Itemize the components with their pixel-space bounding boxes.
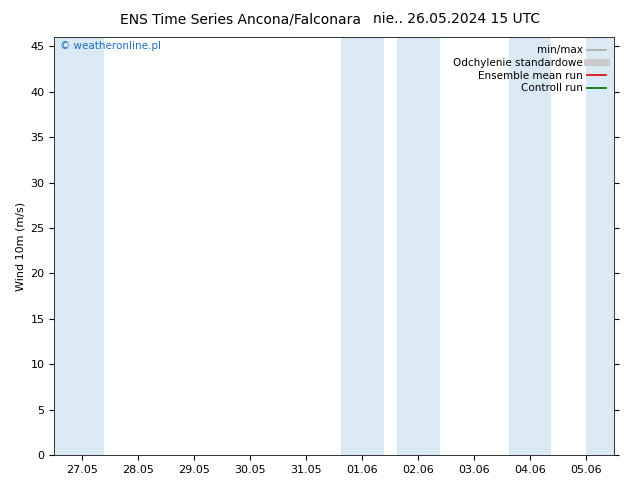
Legend: min/max, Odchylenie standardowe, Ensemble mean run, Controll run: min/max, Odchylenie standardowe, Ensembl…	[450, 42, 609, 97]
Y-axis label: Wind 10m (m/s): Wind 10m (m/s)	[15, 201, 25, 291]
Bar	[586, 37, 614, 455]
Text: nie.. 26.05.2024 15 UTC: nie.. 26.05.2024 15 UTC	[373, 12, 540, 26]
Bar	[55, 37, 104, 455]
Bar	[509, 37, 552, 455]
Text: ENS Time Series Ancona/Falconara: ENS Time Series Ancona/Falconara	[120, 12, 361, 26]
Bar	[397, 37, 439, 455]
Bar	[341, 37, 384, 455]
Text: © weatheronline.pl: © weatheronline.pl	[60, 41, 161, 51]
